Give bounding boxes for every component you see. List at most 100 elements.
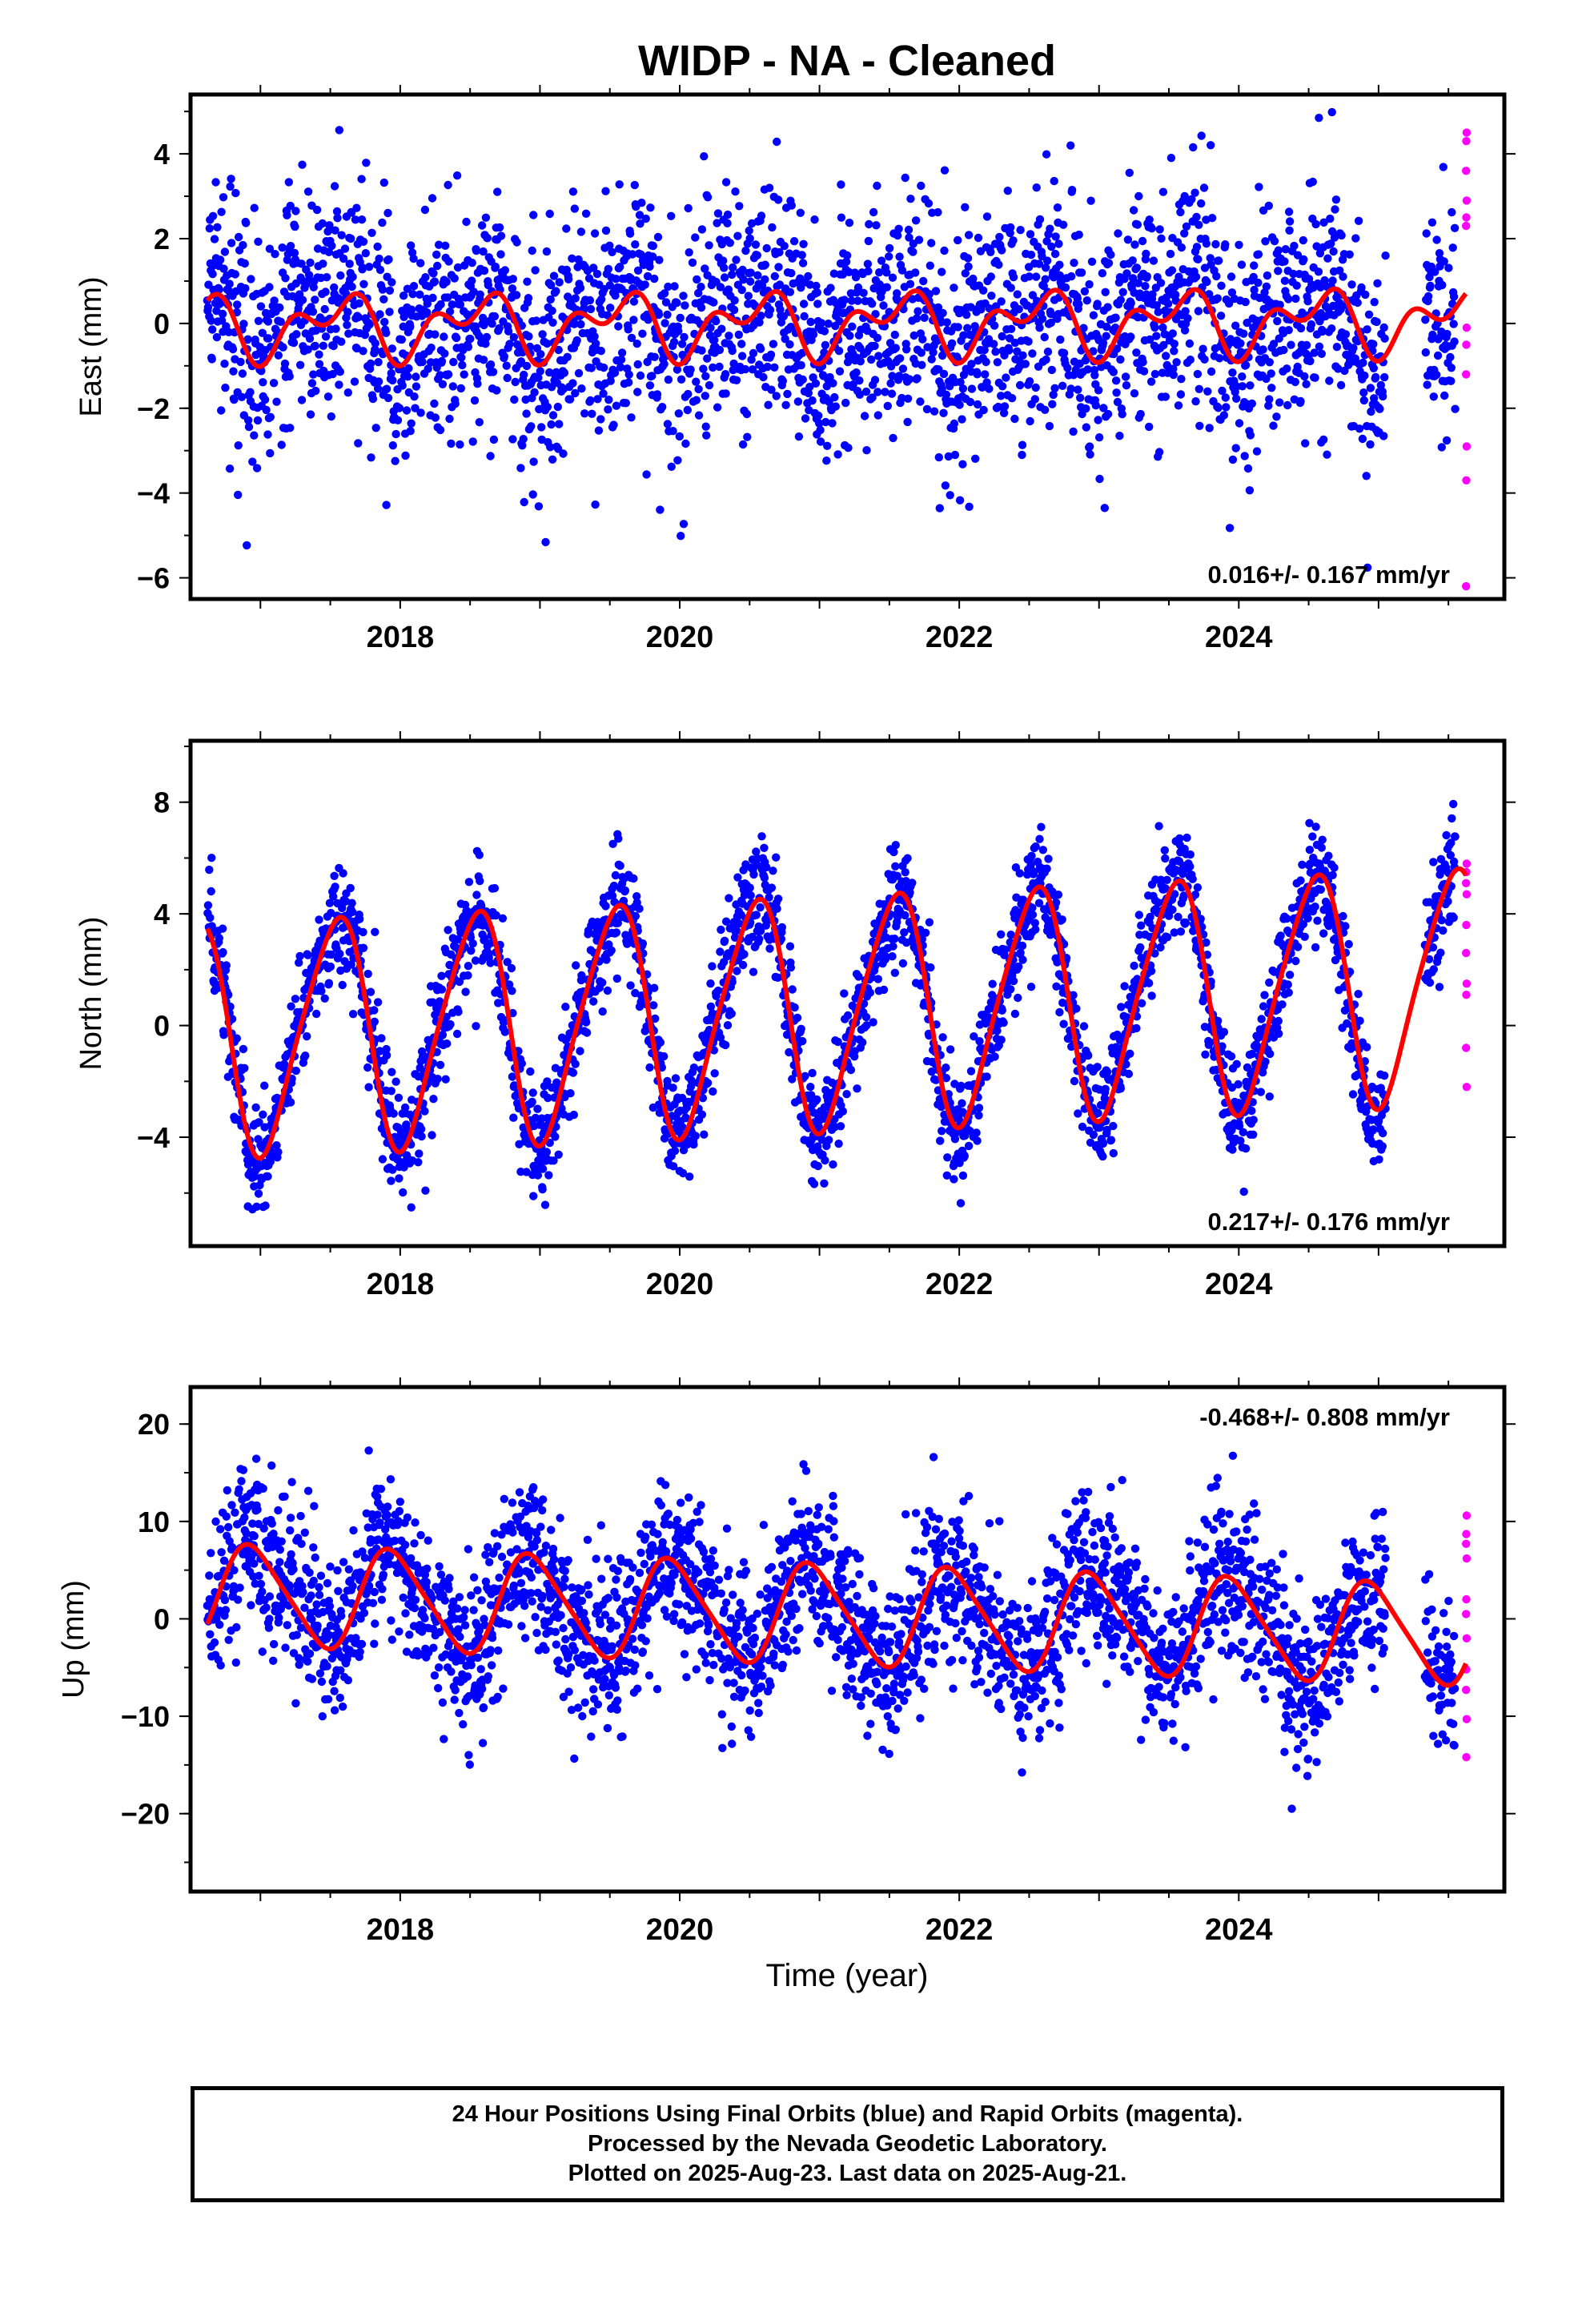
final-orbit-point [917, 181, 926, 191]
final-orbit-point [1074, 300, 1083, 308]
final-orbit-point [898, 364, 908, 373]
final-orbit-point [1139, 367, 1149, 376]
final-orbit-point [1118, 287, 1127, 296]
final-orbit-point [620, 886, 630, 895]
final-orbit-point [424, 364, 432, 373]
final-orbit-point [1145, 422, 1154, 432]
final-orbit-point [1155, 225, 1164, 234]
final-orbit-point [226, 182, 235, 191]
final-orbit-point [1098, 269, 1107, 278]
final-orbit-point [333, 214, 342, 223]
final-orbit-point [1035, 834, 1044, 843]
final-orbit-point [589, 997, 598, 1006]
final-orbit-point [700, 152, 709, 161]
final-orbit-point [661, 319, 669, 328]
final-orbit-point [1134, 191, 1143, 201]
final-orbit-point [553, 402, 562, 412]
final-orbit-point [778, 376, 787, 385]
final-orbit-point [799, 239, 808, 248]
final-orbit-point [1358, 434, 1367, 444]
final-orbit-point [368, 394, 378, 404]
final-orbit-point [577, 384, 586, 393]
final-orbit-point [446, 1019, 455, 1029]
final-orbit-point [1432, 370, 1441, 380]
final-orbit-point [348, 272, 357, 281]
final-orbit-point [940, 166, 950, 175]
final-orbit-point [946, 1045, 955, 1054]
final-orbit-point [1031, 842, 1040, 851]
final-orbit-point [958, 415, 966, 424]
final-orbit-point [969, 274, 978, 283]
final-orbit-point [1279, 345, 1288, 355]
final-orbit-point [985, 384, 994, 393]
final-orbit-point [231, 270, 239, 279]
final-orbit-point [973, 370, 982, 379]
final-orbit-point [568, 1068, 578, 1077]
final-orbit-point [783, 389, 792, 399]
final-orbit-point [468, 437, 477, 446]
final-orbit-point [940, 246, 949, 255]
final-orbit-point [709, 1087, 717, 1096]
final-orbit-point [706, 324, 715, 332]
final-orbit-point [555, 420, 564, 428]
final-orbit-point [1094, 416, 1102, 424]
final-orbit-point [870, 341, 879, 351]
final-orbit-point [536, 367, 544, 376]
final-orbit-point [1292, 281, 1301, 290]
final-orbit-point [643, 271, 652, 281]
final-orbit-point [1106, 1136, 1116, 1144]
final-orbit-point [1280, 257, 1289, 266]
final-orbit-point [1046, 318, 1056, 328]
final-orbit-point [564, 275, 573, 283]
final-orbit-point [432, 250, 441, 259]
final-orbit-point [1040, 332, 1049, 342]
final-orbit-point [1449, 320, 1458, 328]
final-orbit-point [387, 278, 396, 287]
final-orbit-point [1041, 275, 1050, 283]
final-orbit-point [715, 345, 725, 355]
final-orbit-point [373, 998, 383, 1007]
final-orbit-point [763, 362, 772, 372]
final-orbit-point [1055, 260, 1064, 269]
final-orbit-point [468, 259, 476, 267]
final-orbit-point [1146, 377, 1156, 386]
final-orbit-point [926, 261, 935, 270]
final-orbit-point [713, 403, 722, 412]
final-orbit-point [1205, 424, 1214, 432]
final-orbit-point [274, 1148, 283, 1156]
final-orbit-point [408, 305, 416, 314]
final-orbit-point [1380, 372, 1389, 382]
final-orbit-point [469, 287, 478, 296]
final-orbit-point [701, 264, 709, 273]
final-orbit-point [1101, 1084, 1110, 1094]
final-orbit-point [703, 193, 713, 202]
final-orbit-point [938, 1033, 947, 1042]
final-orbit-point [845, 332, 854, 340]
final-orbit-point [674, 327, 683, 336]
final-orbit-point [599, 389, 608, 398]
final-orbit-point [547, 420, 556, 429]
final-orbit-point [408, 290, 417, 299]
final-orbit-point [966, 1067, 976, 1076]
final-orbit-point [883, 401, 893, 411]
final-orbit-point [303, 951, 312, 959]
final-orbit-point [924, 199, 934, 208]
final-orbit-point [1100, 504, 1110, 513]
final-orbit-point [971, 454, 980, 463]
final-orbit-point [999, 1018, 1008, 1027]
final-orbit-point [1045, 421, 1054, 431]
final-orbit-point [570, 320, 579, 328]
final-orbit-point [804, 271, 813, 281]
final-orbit-point [994, 260, 1003, 269]
final-orbit-point [1379, 432, 1388, 440]
final-orbit-point [950, 419, 959, 428]
final-orbit-point [641, 214, 650, 223]
final-orbit-point [461, 987, 470, 996]
final-orbit-point [681, 301, 689, 310]
final-orbit-point [1192, 212, 1201, 222]
final-orbit-point [1103, 409, 1113, 419]
final-orbit-point [1082, 404, 1090, 413]
final-orbit-point [1132, 263, 1142, 272]
final-orbit-point [840, 296, 849, 304]
final-orbit-point [1216, 312, 1226, 320]
